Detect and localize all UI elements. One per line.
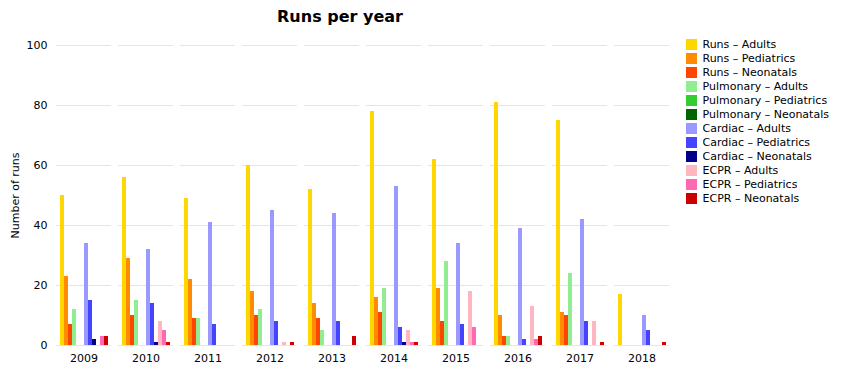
html-text:Runs – Pediatrics: Runs – Pediatrics [702,52,796,65]
svg-text:60: 60 [34,159,48,172]
svg-text:2016: 2016 [504,352,532,365]
html-text:Cardiac – Neonatals: Cardiac – Neonatals [702,150,812,163]
html-text:Runs per year: Runs per year [277,7,403,26]
html-text:ECPR – Adults: ECPR – Adults [702,164,779,177]
svg-text:2009: 2009 [70,352,98,365]
svg-text:40: 40 [34,219,48,232]
svg-text:0: 0 [41,339,48,352]
svg-text:Number of runs: Number of runs [9,152,22,238]
svg-text:2013: 2013 [318,352,346,365]
html-text:Pulmonary – Neonatals: Pulmonary – Neonatals [702,108,829,121]
html-text:Runs – Neonatals: Runs – Neonatals [702,66,798,79]
svg-text:2017: 2017 [566,352,594,365]
html-text:ECPR – Pediatrics: ECPR – Pediatrics [702,178,798,191]
html-text:Pulmonary – Pediatrics: Pulmonary – Pediatrics [702,94,828,107]
svg-text:100: 100 [27,39,48,52]
svg-text:2015: 2015 [442,352,470,365]
svg-text:2011: 2011 [194,352,222,365]
svg-text:2010: 2010 [132,352,160,365]
svg-text:2012: 2012 [256,352,284,365]
svg-text:20: 20 [34,279,48,292]
svg-text:80: 80 [34,99,48,112]
html-text:Runs – Adults: Runs – Adults [702,38,777,51]
html-text:Cardiac – Pediatrics: Cardiac – Pediatrics [702,136,810,149]
html-text:Pulmonary – Adults: Pulmonary – Adults [702,80,808,93]
svg-text:2018: 2018 [628,352,656,365]
html-text:ECPR – Neonatals: ECPR – Neonatals [702,192,800,205]
html-text:Cardiac – Adults: Cardiac – Adults [702,122,791,135]
svg-text:2014: 2014 [380,352,408,365]
